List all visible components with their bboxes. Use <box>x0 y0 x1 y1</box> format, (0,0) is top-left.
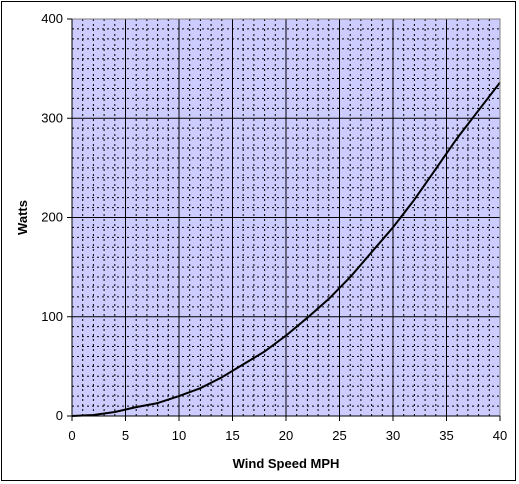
x-axis-title: Wind Speed MPH <box>233 456 340 471</box>
x-tick-label: 35 <box>439 428 453 443</box>
x-tick-label: 40 <box>493 428 507 443</box>
axis-layer <box>67 18 501 421</box>
y-axis-title: Watts <box>15 200 30 235</box>
series-layer <box>71 81 501 417</box>
x-tick-label: 5 <box>122 428 129 443</box>
y-tick-label: 300 <box>41 110 63 125</box>
major-grid <box>72 19 500 416</box>
x-tick-label: 25 <box>332 428 346 443</box>
series-line-0 <box>71 81 501 417</box>
x-tick-label: 30 <box>386 428 400 443</box>
x-tick-label: 15 <box>225 428 239 443</box>
x-tick-label: 10 <box>172 428 186 443</box>
y-tick-label: 200 <box>41 210 63 225</box>
minor-grid <box>72 19 500 416</box>
x-tick-label: 20 <box>279 428 293 443</box>
y-tick-label: 100 <box>41 309 63 324</box>
x-tick-label: 0 <box>68 428 75 443</box>
y-tick-label: 400 <box>41 11 63 26</box>
y-tick-label: 0 <box>56 408 63 423</box>
